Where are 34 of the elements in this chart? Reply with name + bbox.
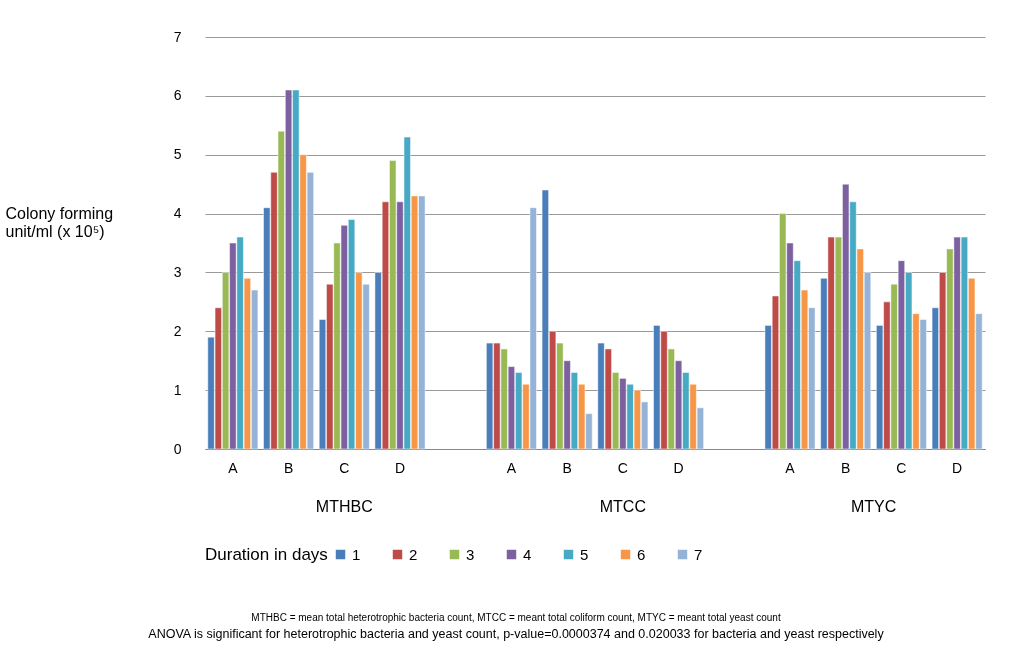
x-tick-label: A xyxy=(506,459,517,476)
x-tick-label: A xyxy=(785,459,796,476)
text: MTHBC xyxy=(315,498,373,515)
x-tick-label: A xyxy=(228,459,239,476)
y-tick-label: 5 xyxy=(173,146,182,163)
y-tick-label: 0 xyxy=(173,440,182,457)
x-tick-label: C xyxy=(896,459,907,476)
y-tick-label: 3 xyxy=(173,263,182,280)
legend-label: 7 xyxy=(694,545,703,563)
x-tick-label: B xyxy=(283,459,294,476)
legend-label: 3 xyxy=(466,545,475,563)
x-tick-label: C xyxy=(339,459,350,476)
text: ANOVA is significant for heterotrophic bacteria and yeast count, p-value=0.0000374 and 0.020033 for bacteria and yeast respectively xyxy=(147,627,885,641)
x-tick-label: D xyxy=(952,459,963,476)
legend-label: 5 xyxy=(580,545,589,563)
y-tick-label: 1 xyxy=(173,381,182,398)
x-tick-label: B xyxy=(562,459,572,476)
y-tick-label: 4 xyxy=(173,205,182,222)
y-axis-title: Colony forming unit/ml (x 10⁵) xyxy=(5,204,114,240)
y-tick-label: 7 xyxy=(173,28,182,45)
x-tick-label: B xyxy=(841,459,851,476)
legend-label: 1 xyxy=(352,545,361,563)
text: MTHBC = mean total heterotrophic bacteria count, MTCC = meant total coliform count, MTYC = meant total yeast count xyxy=(250,612,782,623)
y-tick-label: 6 xyxy=(173,87,182,104)
x-tick-label: C xyxy=(617,459,628,476)
text: MTCC xyxy=(599,498,646,515)
text: MTYC xyxy=(850,498,897,515)
y-tick-label: 2 xyxy=(173,322,182,339)
x-tick-label: D xyxy=(394,459,406,476)
legend-label: 2 xyxy=(409,545,418,563)
legend-label: 6 xyxy=(637,545,646,563)
x-tick-label: D xyxy=(673,459,684,476)
legend-label: 4 xyxy=(523,545,532,563)
legend-title: Duration in days xyxy=(205,545,328,564)
